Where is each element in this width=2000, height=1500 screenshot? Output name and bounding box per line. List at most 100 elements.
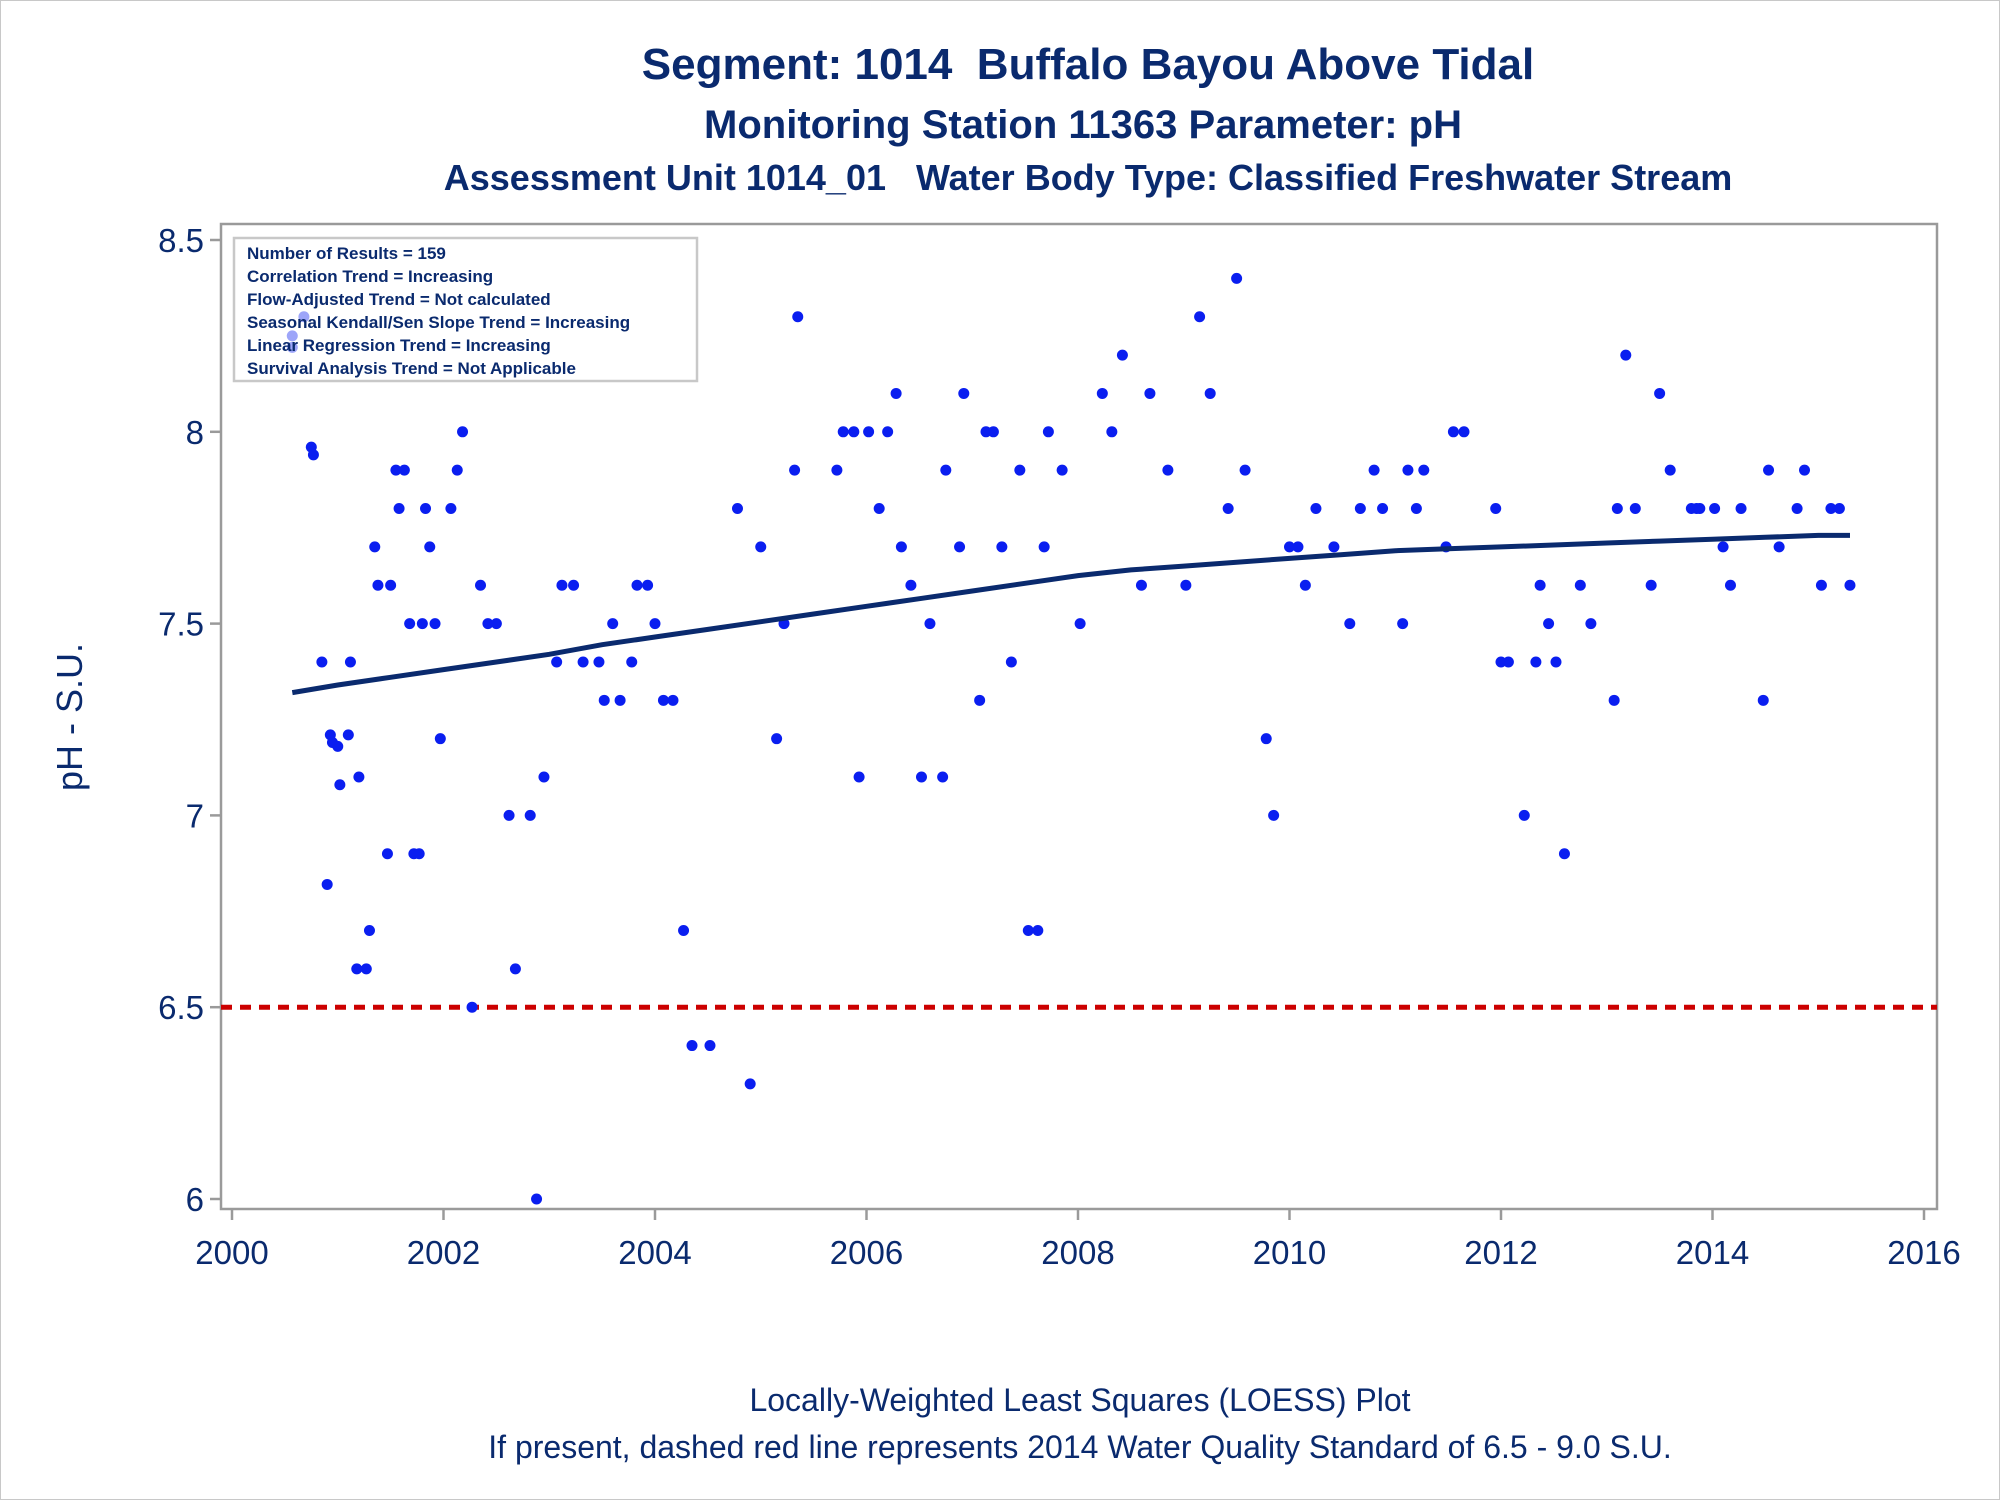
x-tick-label: 2006 (830, 1234, 903, 1271)
data-point (905, 579, 917, 591)
data-point (686, 1040, 698, 1052)
data-point (831, 464, 843, 476)
stats-line-flow-adjusted: Flow-Adjusted Trend = Not calculated (247, 290, 551, 309)
stats-line-seasonal-kendall: Seasonal Kendall/Sen Slope Trend = Incre… (247, 313, 630, 332)
data-point (1180, 579, 1192, 591)
data-point (607, 618, 619, 630)
data-point (1574, 579, 1586, 591)
data-point (667, 694, 679, 706)
data-point (342, 729, 354, 741)
data-point (1518, 809, 1530, 821)
data-point (755, 541, 767, 553)
data-point (678, 924, 690, 936)
data-point (531, 1193, 543, 1205)
data-point (372, 579, 384, 591)
data-point (1204, 387, 1216, 399)
data-point (642, 579, 654, 591)
data-point (398, 464, 410, 476)
x-tick-label: 2004 (618, 1234, 691, 1271)
data-point (1543, 618, 1555, 630)
data-point (1620, 349, 1632, 361)
data-point (307, 449, 319, 461)
x-tick-label: 2012 (1464, 1234, 1537, 1271)
data-point (1844, 579, 1856, 591)
data-point (657, 694, 669, 706)
x-axis: 2000 2002 2004 2006 2008 2010 2012 2014 2016 (195, 1209, 1961, 1271)
data-point (924, 618, 936, 630)
data-point (1724, 579, 1736, 591)
y-axis: 6 6.5 7 7.5 8 8.5 (158, 222, 221, 1218)
data-point (524, 809, 536, 821)
y-tick-label: 6 (186, 1181, 204, 1218)
data-point (332, 740, 344, 752)
data-point (631, 579, 643, 591)
data-point (551, 656, 563, 668)
data-point (429, 618, 441, 630)
data-point (445, 503, 457, 515)
data-point (344, 656, 356, 668)
data-point (1397, 618, 1409, 630)
data-point (1645, 579, 1657, 591)
y-tick-label: 8 (186, 414, 204, 451)
data-point (1377, 503, 1389, 515)
data-point (1402, 464, 1414, 476)
data-point (457, 426, 469, 438)
data-point (1763, 464, 1775, 476)
data-point (1502, 656, 1514, 668)
chart-subtitle-2: Assessment Unit 1014_01 Water Body Type:… (444, 157, 1733, 198)
x-tick-label: 2000 (195, 1234, 268, 1271)
data-point (954, 541, 966, 553)
data-point (1418, 464, 1430, 476)
data-point (466, 1001, 478, 1013)
data-point (1815, 579, 1827, 591)
data-point (503, 809, 515, 821)
data-point (390, 464, 402, 476)
y-axis-label: pH - S.U. (49, 643, 90, 791)
data-point (1694, 503, 1706, 515)
data-point (1042, 426, 1054, 438)
data-point (863, 426, 875, 438)
data-point (1585, 618, 1597, 630)
data-point (416, 618, 428, 630)
data-point (1558, 848, 1570, 860)
data-point (1530, 656, 1542, 668)
data-point (351, 963, 363, 975)
data-point (1773, 541, 1785, 553)
stats-line-results: Number of Results = 159 (247, 244, 446, 263)
data-point (1490, 503, 1502, 515)
data-point (1032, 924, 1044, 936)
data-point (1717, 541, 1729, 553)
data-point (882, 426, 894, 438)
data-point (873, 503, 885, 515)
data-point (890, 387, 902, 399)
data-point (1458, 426, 1470, 438)
data-point (1344, 618, 1356, 630)
data-point (598, 694, 610, 706)
data-point (1368, 464, 1380, 476)
data-point (577, 656, 589, 668)
data-point (1116, 349, 1128, 361)
data-point (792, 311, 804, 323)
data-point (434, 733, 446, 745)
data-point (593, 656, 605, 668)
data-point (789, 464, 801, 476)
data-point (649, 618, 661, 630)
y-tick-label: 6.5 (158, 989, 204, 1026)
data-point (381, 848, 393, 860)
data-point (369, 541, 381, 553)
data-point (451, 464, 463, 476)
data-point (1654, 387, 1666, 399)
data-point (1022, 924, 1034, 936)
stats-line-survival: Survival Analysis Trend = Not Applicable (247, 359, 576, 378)
data-point (1354, 503, 1366, 515)
data-point (704, 1040, 716, 1052)
data-point (940, 464, 952, 476)
data-point (424, 541, 436, 553)
x-tick-label: 2016 (1887, 1234, 1960, 1271)
data-point (937, 771, 949, 783)
data-point (1534, 579, 1546, 591)
data-point (353, 771, 365, 783)
data-point (490, 618, 502, 630)
data-point (360, 963, 372, 975)
x-tick-label: 2014 (1676, 1234, 1749, 1271)
